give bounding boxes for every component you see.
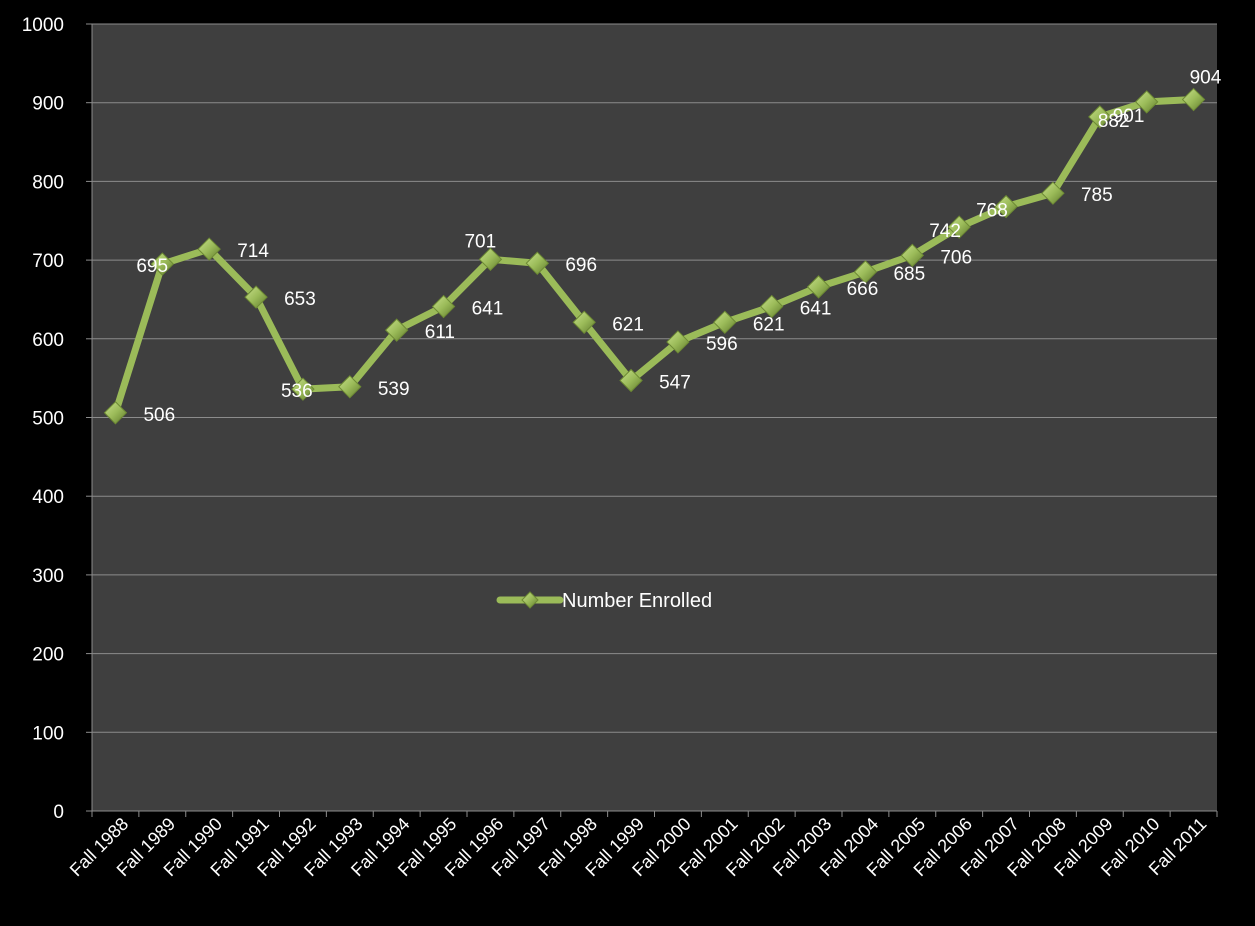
data-label: 685 <box>893 264 925 285</box>
legend-label: Number Enrolled <box>562 590 712 612</box>
data-point-marker <box>1181 87 1206 112</box>
data-label: 768 <box>976 201 1008 222</box>
data-labels: 506 695 714 653 536 539 611 641 701 696 621 547 596 6… <box>136 68 1221 426</box>
data-label: 641 <box>800 299 832 320</box>
y-tick-label: 0 <box>53 802 64 823</box>
data-point-marker <box>619 368 643 393</box>
gridlines <box>92 23 1217 733</box>
y-tick-label: 300 <box>32 566 64 587</box>
data-label: 666 <box>847 279 879 300</box>
data-label: 696 <box>565 255 597 276</box>
data-label: 701 <box>464 231 496 252</box>
data-label: 653 <box>284 289 316 310</box>
data-point-marker <box>244 285 268 309</box>
legend: Number Enrolled <box>496 590 712 612</box>
data-point-marker <box>103 401 128 425</box>
data-label: 611 <box>425 322 455 343</box>
data-label: 506 <box>143 405 175 426</box>
data-label: 901 <box>1113 106 1145 127</box>
y-tick-label: 700 <box>32 251 64 272</box>
data-point-marker <box>338 375 362 399</box>
data-point-marker <box>853 260 878 284</box>
legend-marker-swatch <box>521 591 539 609</box>
axes <box>86 23 1218 817</box>
data-point-marker <box>900 243 925 268</box>
data-point-marker <box>713 310 737 334</box>
y-tick-label: 1000 <box>22 15 64 36</box>
data-point-marker <box>994 194 1018 219</box>
data-point-marker <box>197 237 221 261</box>
data-point-marker <box>384 318 409 342</box>
data-label: 641 <box>472 299 504 320</box>
data-point-marker <box>150 252 175 276</box>
y-tick-label: 200 <box>32 645 64 666</box>
data-point-marker <box>806 275 831 299</box>
data-label: 742 <box>929 221 961 242</box>
data-point-marker <box>666 330 690 354</box>
data-label: 539 <box>378 379 410 400</box>
data-point-marker <box>759 294 784 319</box>
data-point-marker <box>1088 105 1112 129</box>
data-label: 904 <box>1190 68 1222 89</box>
data-label: 547 <box>659 373 691 394</box>
data-point-marker <box>947 215 971 239</box>
data-point-marker <box>525 251 550 275</box>
data-label: 714 <box>237 241 269 262</box>
data-label: 882 <box>1098 111 1130 132</box>
y-tick-label: 800 <box>32 172 64 193</box>
data-label: 536 <box>281 381 313 402</box>
data-label: 785 <box>1081 185 1113 206</box>
data-label: 695 <box>136 256 168 277</box>
y-tick-label: 400 <box>32 487 64 508</box>
data-point-marker <box>431 294 456 319</box>
series-number-enrolled <box>103 87 1206 425</box>
data-label: 596 <box>706 334 738 355</box>
data-point-marker <box>478 247 503 272</box>
data-label: 621 <box>612 314 644 335</box>
data-point-marker <box>1041 181 1065 205</box>
y-tick-label: 600 <box>32 330 64 351</box>
y-tick-label: 500 <box>32 409 64 430</box>
data-label: 621 <box>753 314 785 335</box>
y-tick-label: 100 <box>32 723 64 744</box>
data-label: 706 <box>940 247 972 268</box>
y-tick-label: 900 <box>32 94 64 115</box>
data-point-marker <box>1134 90 1159 114</box>
y-axis-tick-labels: 0 100 200 300 400 500 600 700 800 900 1000 <box>22 15 64 823</box>
data-point-marker <box>572 310 596 334</box>
data-point-marker <box>291 377 315 401</box>
